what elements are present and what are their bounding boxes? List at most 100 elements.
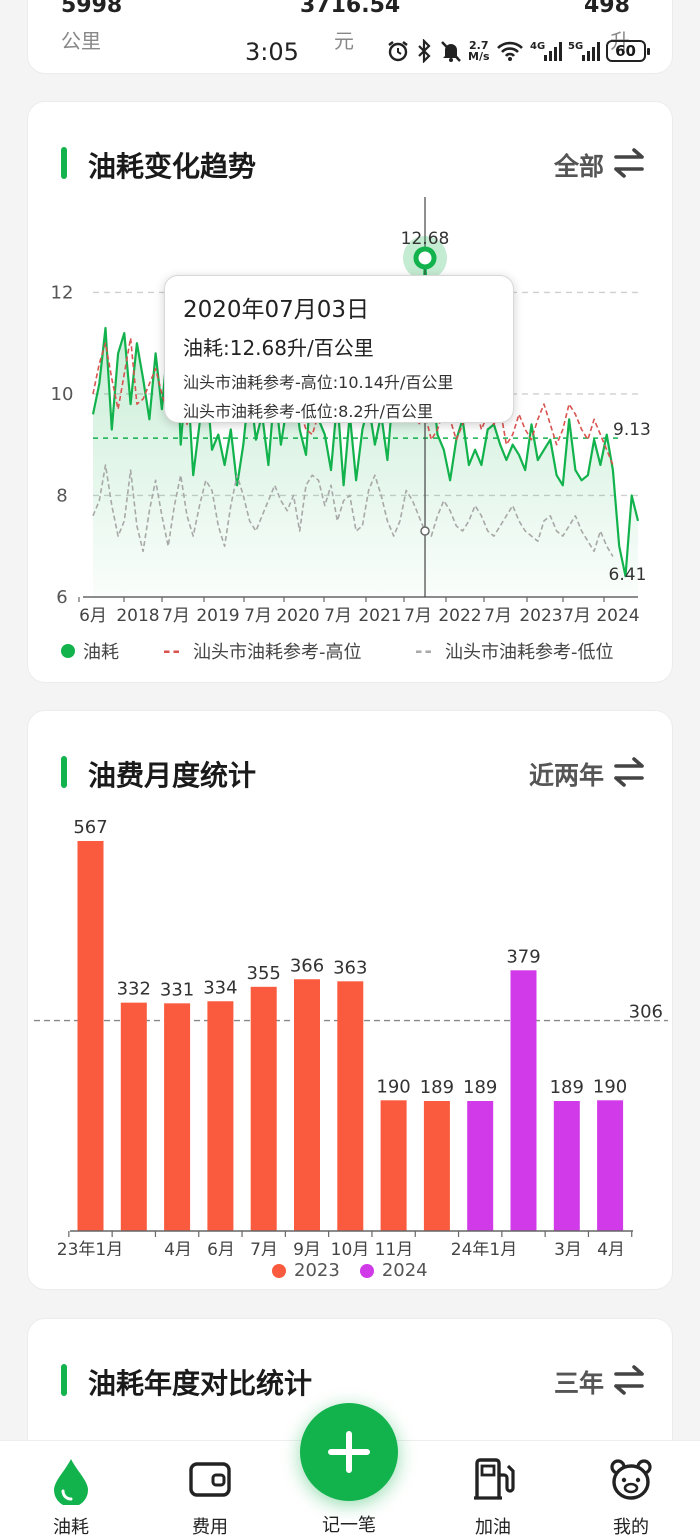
bar <box>380 1100 407 1231</box>
summary-cost-unit: 元 <box>334 29 354 53</box>
wallet-icon <box>189 1462 231 1497</box>
legend-2024-label[interactable]: 2024 <box>381 1260 428 1281</box>
signal-4g-icon: 4G <box>530 41 562 61</box>
fuel-trend-card: 油耗变化趋势 全部 6 8 10 12 9.13 12.68 6.41 6月 2018 7月 201… <box>27 101 673 683</box>
min-label: 6.41 <box>609 565 647 585</box>
x-tick-label: 7月 <box>404 606 432 626</box>
nav-expense-label: 费用 <box>192 1517 228 1538</box>
network-speed: 2.7 M/s <box>468 40 490 62</box>
nav-refuel[interactable]: 加油 <box>448 1457 538 1539</box>
x-tick-label: 2021 <box>358 606 401 626</box>
summary-cost-value: 3716.54 <box>300 0 401 18</box>
legend-2023-dot <box>272 1263 286 1278</box>
bar <box>164 1003 191 1231</box>
bar-value-label: 189 <box>550 1077 584 1098</box>
wifi-icon <box>496 41 523 61</box>
bar-value-label: 190 <box>376 1076 410 1097</box>
status-time: 3:05 <box>245 38 299 66</box>
swap-icon[interactable] <box>614 148 644 178</box>
nav-fuel[interactable]: 油耗 <box>26 1457 116 1539</box>
legend-ref-low[interactable]: -- 汕头市油耗参考-低位 <box>415 638 614 664</box>
signal-5g-icon: 5G <box>568 41 600 61</box>
y-tick-label: 8 <box>56 485 67 506</box>
bar-value-label: 366 <box>290 955 324 976</box>
bar <box>597 1100 624 1231</box>
monthly-cost-chart[interactable]: 306 567 332 331 334 355 366 363 190 189 189 379 189 1… <box>28 711 674 1256</box>
legend-2023-label[interactable]: 2023 <box>294 1260 340 1281</box>
plus-icon <box>328 1431 370 1473</box>
tooltip-value: 油耗:12.68升/百公里 <box>183 336 374 360</box>
x-tick-label: 6月 <box>79 606 107 626</box>
tooltip-ref-low: 汕头市油耗参考-低位:8.2升/百公里 <box>183 402 434 421</box>
bar-legend: 2023 2024 <box>272 1260 428 1281</box>
x-tick-label: 2019 <box>196 606 239 626</box>
bar-value-label: 332 <box>117 979 151 1000</box>
x-tick-label: 4月 <box>164 1240 192 1256</box>
bar-value-label: 190 <box>593 1076 627 1097</box>
summary-distance-unit: 公里 <box>61 29 101 53</box>
bar <box>337 981 364 1231</box>
legend-fuel[interactable]: 油耗 <box>61 638 119 664</box>
highlight-point <box>413 246 437 270</box>
x-tick-label: 7月 <box>563 606 591 626</box>
bar <box>294 979 320 1231</box>
yearly-card-title: 油耗年度对比统计 <box>88 1367 313 1400</box>
speed-unit: M/s <box>468 50 490 63</box>
crosshair-point <box>420 526 430 536</box>
nav-expense[interactable]: 费用 <box>165 1457 255 1539</box>
gas-pump-icon <box>474 1458 515 1500</box>
y-tick-label: 6 <box>56 587 67 608</box>
bar-value-label: 363 <box>333 957 367 978</box>
x-tick-label: 24年1月 <box>451 1240 517 1256</box>
legend-low-dash: -- <box>415 640 434 662</box>
monthly-cost-card: 油费月度统计 近两年 306 567 332 331 334 355 366 363 190 18… <box>27 710 673 1290</box>
bar <box>120 1002 147 1231</box>
avg-label: 9.13 <box>613 420 651 440</box>
legend-ref-high[interactable]: -- 汕头市油耗参考-高位 <box>163 638 362 664</box>
nav-refuel-label: 加油 <box>475 1517 511 1538</box>
monthly-filter-label[interactable]: 近两年 <box>528 761 604 790</box>
tooltip-ref-high: 汕头市油耗参考-高位:10.14升/百公里 <box>183 373 454 392</box>
y-tick-label: 10 <box>51 384 74 405</box>
bar <box>510 970 537 1231</box>
x-tick-label: 23年1月 <box>57 1240 123 1256</box>
bar-value-label: 379 <box>506 946 540 967</box>
x-tick-label: 7月 <box>162 606 190 626</box>
bar-value-label: 331 <box>160 979 194 1000</box>
bar-value-label: 189 <box>420 1077 454 1098</box>
svg-text:4G: 4G <box>530 41 545 52</box>
legend-fuel-dot <box>61 644 75 658</box>
tooltip-date: 2020年07月03日 <box>183 297 370 323</box>
x-tick-label: 2024 <box>596 606 639 626</box>
fuel-drop-icon <box>54 1459 88 1505</box>
avg-label: 306 <box>629 1002 663 1023</box>
x-tick-label: 4月 <box>597 1240 625 1256</box>
alarm-icon <box>388 41 408 62</box>
title-accent-bar <box>61 1364 67 1396</box>
trend-filter-label[interactable]: 全部 <box>553 152 604 181</box>
bluetooth-icon <box>418 39 431 63</box>
bar <box>553 1101 580 1231</box>
bar <box>77 841 104 1231</box>
add-record-button[interactable] <box>300 1403 398 1501</box>
mute-icon <box>441 41 461 62</box>
legend-high-dash: -- <box>163 640 182 662</box>
title-accent-bar <box>61 756 67 788</box>
speed-value: 2.7 <box>469 39 489 52</box>
title-accent-bar <box>61 147 67 179</box>
yearly-filter-label[interactable]: 三年 <box>553 1369 604 1398</box>
bar-value-label: 334 <box>203 977 237 998</box>
x-tick-label: 7月 <box>484 606 512 626</box>
x-tick-label: 11月 <box>375 1240 414 1256</box>
fuel-area <box>93 257 638 597</box>
bar <box>423 1101 450 1231</box>
nav-profile[interactable]: 我的 <box>586 1457 676 1539</box>
y-tick-label: 12 <box>51 282 74 303</box>
bar-value-label: 189 <box>463 1077 497 1098</box>
summary-fuel-value: 498 <box>584 0 630 18</box>
swap-icon[interactable] <box>614 757 644 787</box>
series-line-ref-low <box>92 464 614 557</box>
x-tick-label: 2018 <box>116 606 159 626</box>
x-tick-label: 9月 <box>293 1240 321 1256</box>
swap-icon[interactable] <box>614 1365 644 1395</box>
